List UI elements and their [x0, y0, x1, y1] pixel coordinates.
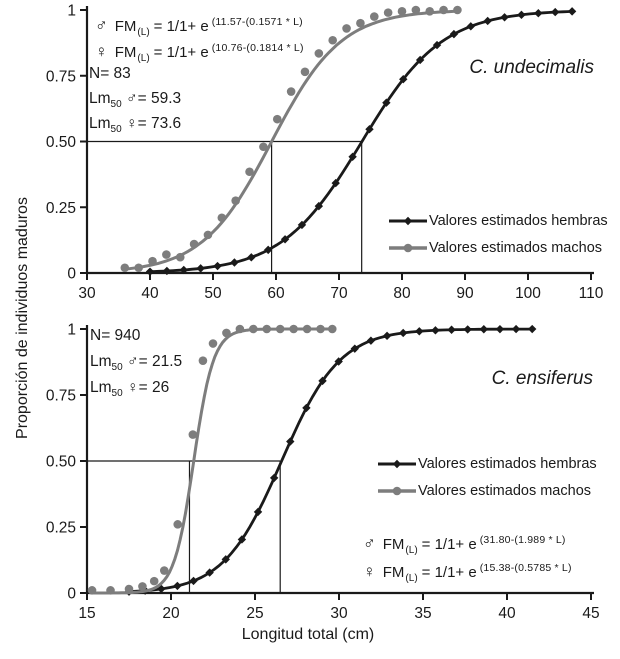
- sample-size-top: N= 83: [89, 65, 131, 82]
- males-line-swatch: [389, 241, 427, 255]
- svg-text:80: 80: [393, 285, 411, 302]
- female-symbol: ♀: [363, 562, 376, 581]
- svg-text:0.50: 0.50: [46, 454, 77, 471]
- svg-text:50: 50: [204, 285, 222, 302]
- legend-item-females: Valores estimados hembras: [378, 450, 597, 477]
- lm50-females-top: Lm50 ♀= 73.6: [89, 115, 182, 136]
- legend-item-males: Valores estimados machos: [389, 234, 608, 261]
- sample-size-bottom: N= 940: [90, 327, 141, 344]
- svg-text:100: 100: [515, 285, 541, 302]
- legend-item-males: Valores estimados machos: [378, 477, 597, 504]
- equation-males-bottom: ♂ FM(L) = 1/1+ e (31.80-(1.989 * L): [363, 534, 566, 556]
- svg-text:30: 30: [78, 285, 96, 302]
- equation-females-top: ♀ FM(L) = 1/1+ e (10.76-(0.1814 * L): [95, 42, 304, 64]
- y-axis-title: Proporción de individuos maduros: [14, 197, 31, 439]
- svg-text:0: 0: [67, 266, 76, 283]
- x-axis-title: Longitud total (cm): [241, 626, 375, 643]
- equation-males-top: ♂ FM(L) = 1/1+ e (11.57-(0.1571 * L): [95, 16, 303, 38]
- females-line-swatch: [389, 214, 427, 228]
- svg-text:25: 25: [246, 605, 263, 622]
- stats-top: N= 83 Lm50 ♂= 59.3 Lm50 ♀= 73.6: [89, 61, 181, 136]
- legend-label-males: Valores estimados machos: [418, 482, 592, 499]
- legend-item-females: Valores estimados hembras: [389, 207, 608, 234]
- svg-text:30: 30: [330, 605, 348, 622]
- legend-label-males: Valores estimados machos: [429, 239, 603, 256]
- legend-top: Valores estimados hembras Valores estima…: [389, 207, 608, 261]
- male-symbol: ♂: [95, 16, 108, 35]
- female-symbol: ♀: [95, 42, 108, 61]
- lm50-males-top: Lm50 ♂= 59.3: [89, 90, 182, 111]
- svg-text:0.50: 0.50: [46, 134, 77, 151]
- svg-text:1: 1: [67, 3, 76, 20]
- females-line-swatch: [378, 457, 416, 471]
- svg-text:60: 60: [267, 285, 285, 302]
- lm50-females-bottom: Lm50 ♀= 26: [90, 379, 170, 400]
- lm50-males-bottom: Lm50 ♂= 21.5: [90, 353, 183, 374]
- svg-text:15: 15: [78, 605, 95, 622]
- legend-label-females: Valores estimados hembras: [429, 212, 608, 229]
- stats-bottom: N= 940 Lm50 ♂= 21.5 Lm50 ♀= 26: [90, 323, 182, 401]
- svg-text:0.75: 0.75: [46, 68, 76, 85]
- svg-text:20: 20: [162, 605, 180, 622]
- svg-text:35: 35: [414, 605, 431, 622]
- svg-text:1: 1: [67, 322, 76, 339]
- svg-text:0.25: 0.25: [46, 200, 76, 217]
- legend-bottom: Valores estimados hembras Valores estima…: [378, 450, 597, 504]
- male-symbol: ♂: [363, 534, 376, 553]
- legend-label-females: Valores estimados hembras: [418, 455, 597, 472]
- equations-top: ♂ FM(L) = 1/1+ e (11.57-(0.1571 * L) ♀ FM(L)…: [95, 9, 304, 64]
- svg-text:40: 40: [141, 285, 159, 302]
- equation-females-bottom: ♀ FM(L) = 1/1+ e (15.38-(0.5785 * L): [363, 562, 572, 584]
- svg-text:0.75: 0.75: [46, 388, 76, 405]
- species-label-bottom: C. ensiferus: [491, 368, 593, 389]
- svg-text:40: 40: [498, 605, 516, 622]
- equations-bottom: ♂ FM(L) = 1/1+ e (31.80-(1.989 * L) ♀ FM(L) =…: [363, 526, 572, 584]
- svg-text:70: 70: [330, 285, 348, 302]
- species-label-top: C. undecimalis: [469, 57, 594, 78]
- svg-text:90: 90: [456, 285, 474, 302]
- svg-text:0: 0: [67, 586, 76, 603]
- svg-text:45: 45: [582, 605, 599, 622]
- males-line-swatch: [378, 484, 416, 498]
- svg-text:110: 110: [579, 285, 604, 302]
- svg-text:0.25: 0.25: [46, 520, 76, 537]
